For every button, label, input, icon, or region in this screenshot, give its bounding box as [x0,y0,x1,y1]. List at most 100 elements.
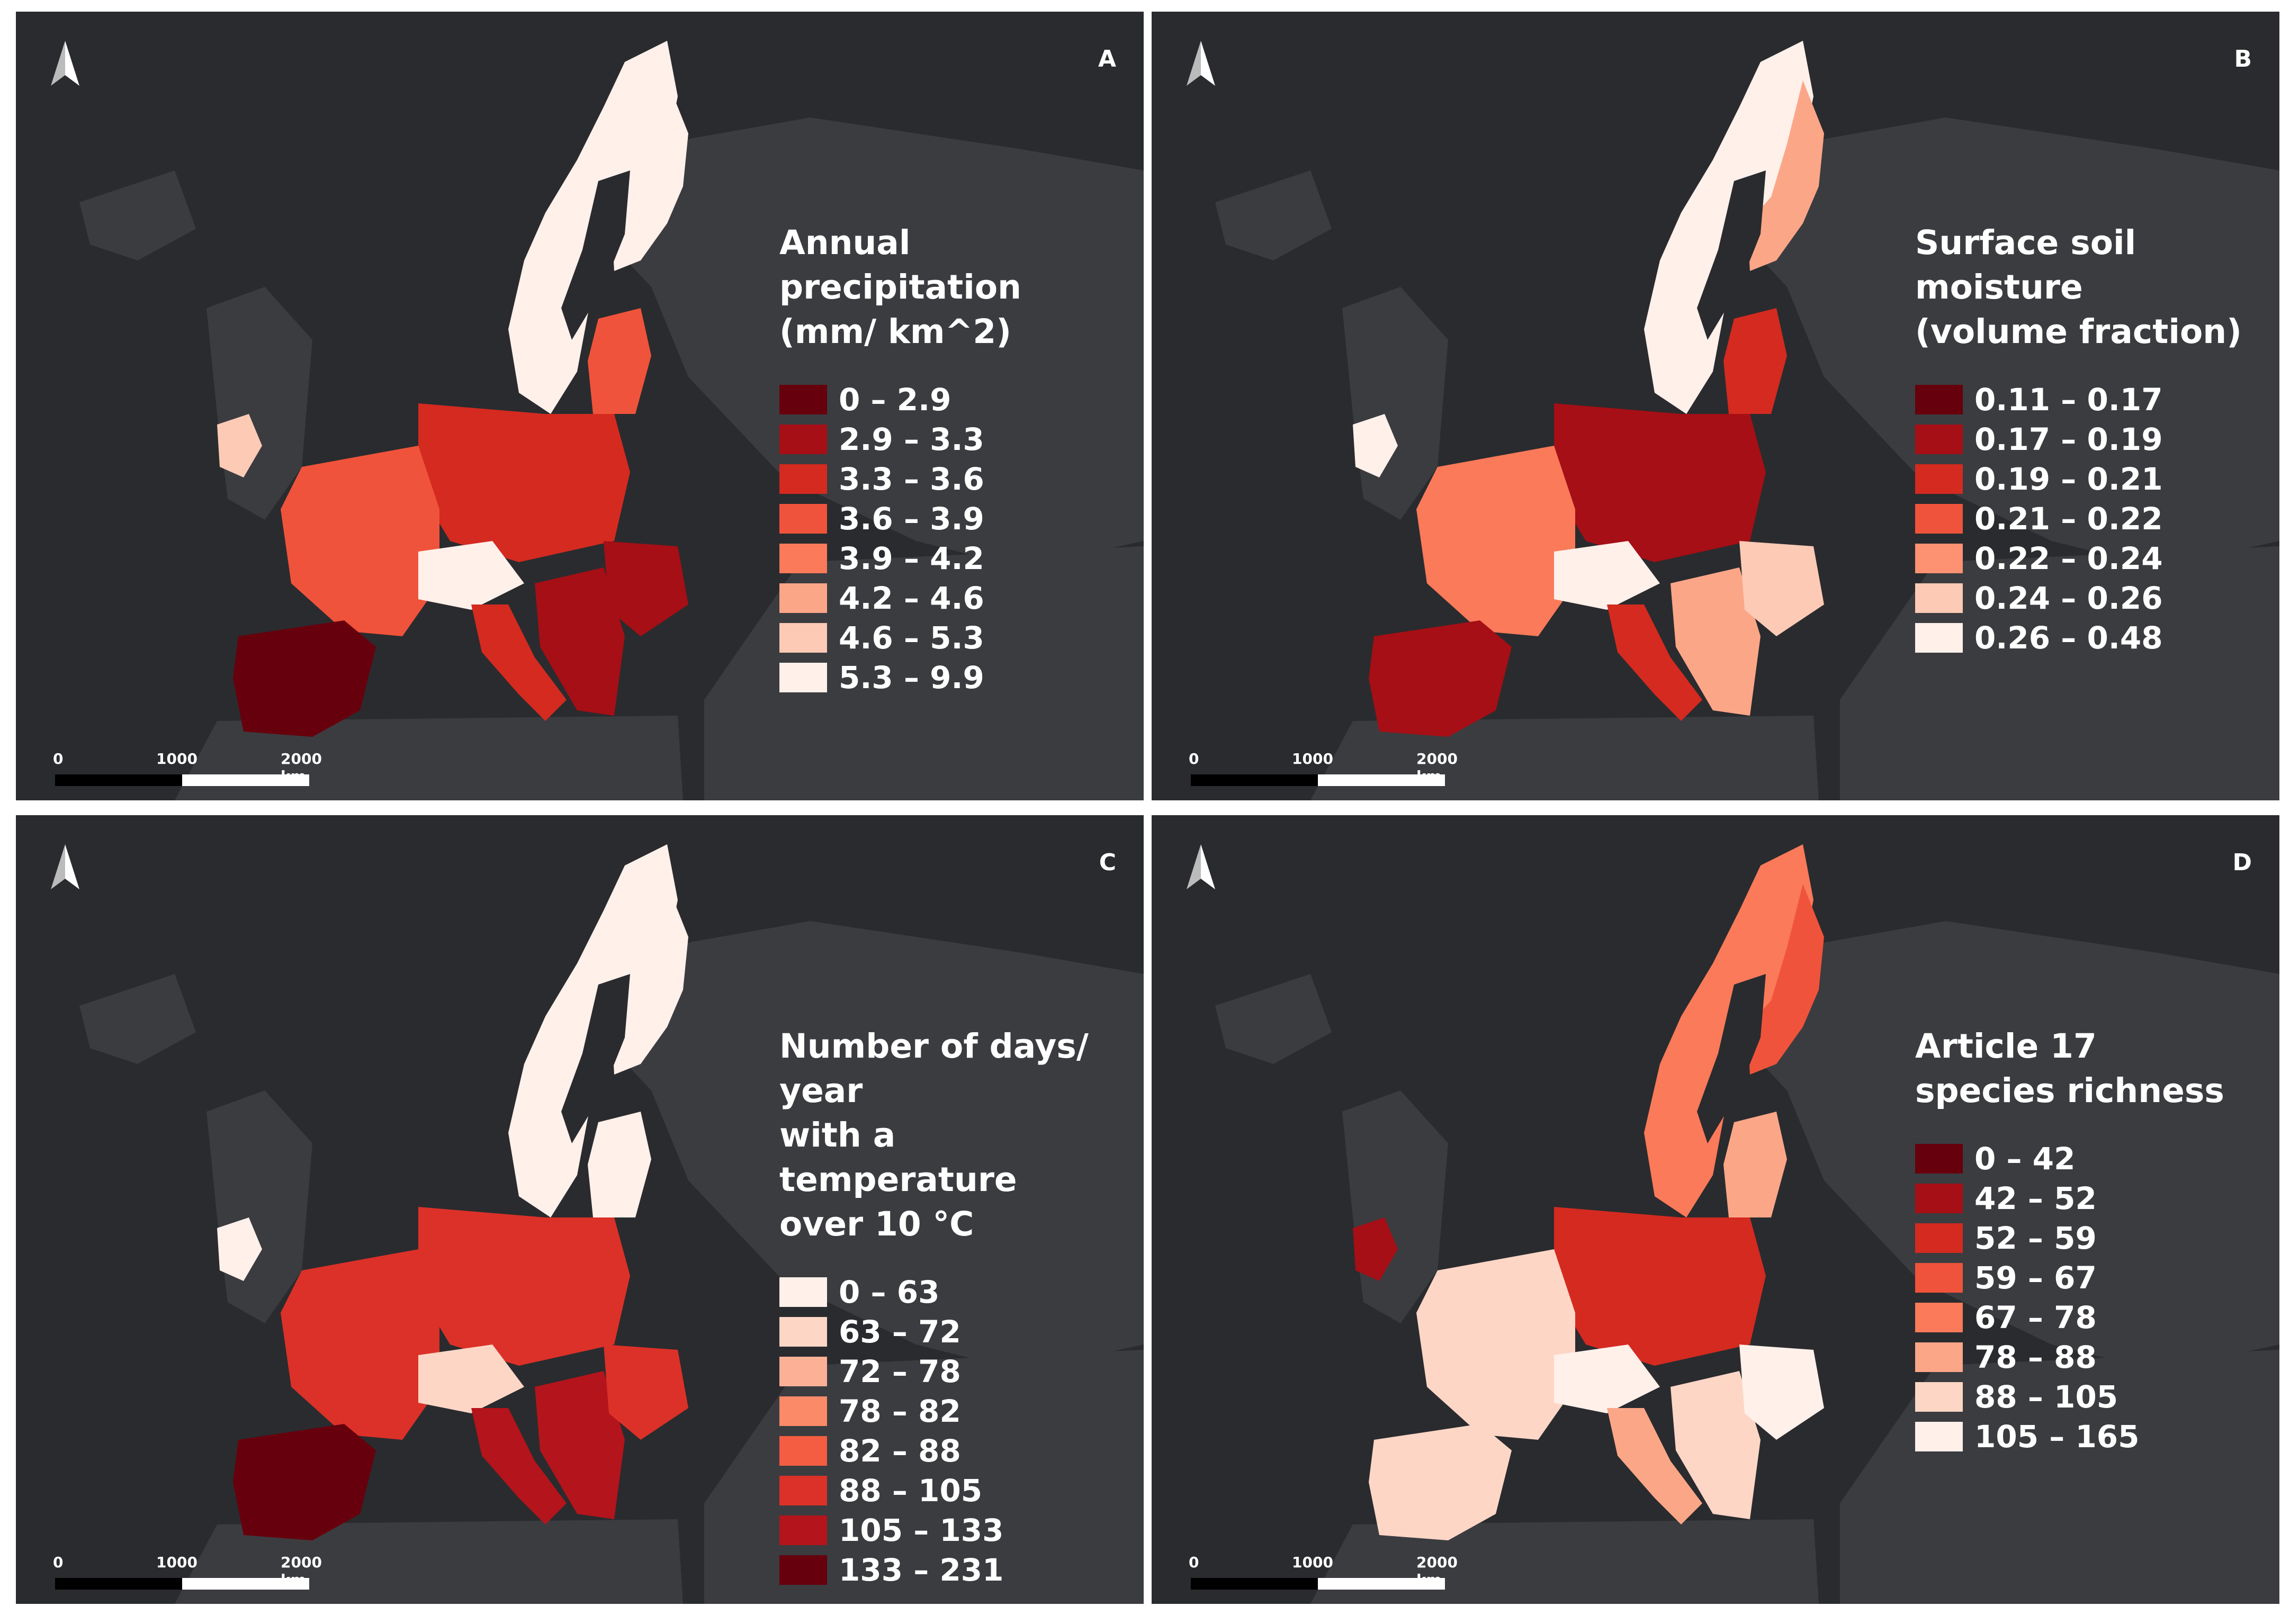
legend-item: 78 – 82 [779,1391,1144,1431]
scale-bar: 0 1000 2000 km [53,1554,328,1591]
legend-label: 78 – 82 [839,1393,961,1429]
legend-swatch [1915,1302,1963,1332]
legend-swatch [779,583,827,613]
legend: Number of days/ year with a temperature … [779,1024,1144,1590]
legend-label: 4.2 – 4.6 [839,580,984,616]
legend-swatch [779,1277,827,1307]
legend-swatch [1915,543,1963,573]
region-romania [1739,541,1824,636]
basemap-land [1215,921,2279,1604]
legend-item: 42 – 52 [1915,1178,2224,1218]
region-romania [604,1345,688,1440]
legend-item: 105 – 165 [1915,1417,2224,1456]
legend-item: 78 – 88 [1915,1337,2224,1377]
region-poland-germany [1554,403,1766,562]
region-france [1416,446,1575,636]
legend-item: 4.2 – 4.6 [779,578,1144,618]
region-romania [1739,1345,1824,1440]
legend-item: 0.24 – 0.26 [1915,578,2279,618]
region-baltics [1723,308,1787,414]
legend-item: 3.3 – 3.6 [779,459,1144,499]
region-iberia [233,620,376,737]
legend-label: 52 – 59 [1974,1220,2097,1256]
legend-label: 82 – 88 [839,1432,961,1469]
legend-item: 88 – 105 [1915,1377,2224,1417]
baltic-sea [1697,974,1766,1143]
legend-swatch [1915,583,1963,613]
legend-label: 105 – 165 [1974,1418,2140,1455]
legend-swatch [779,1436,827,1466]
baltic-sea [561,170,630,340]
region-italy [471,605,567,721]
region-italy [1607,605,1702,721]
legend-swatch [1915,1382,1963,1412]
legend-item: 3.9 – 4.2 [779,538,1144,578]
legend-swatch [779,543,827,573]
panel-letter: D [2232,849,2252,876]
legend-swatch [779,1396,827,1426]
legend-item: 59 – 67 [1915,1258,2224,1297]
legend-swatch [1915,464,1963,494]
region-balkans [535,1371,625,1519]
region-poland-germany [418,403,630,562]
legend-swatch [1915,1421,1963,1451]
legend-label: 3.9 – 4.2 [839,540,984,576]
north-arrow-icon [1187,844,1215,889]
region-poland-germany [418,1207,630,1366]
legend-label: 78 – 88 [1974,1339,2097,1375]
legend-item: 0.19 – 0.21 [1915,459,2279,499]
legend-items: 0 – 63 63 – 72 72 – 78 78 – 82 82 – 88 88 – 1… [779,1272,1144,1590]
legend-label: 5.3 – 9.9 [839,659,984,696]
baltic-sea [1697,170,1766,340]
region-alps [418,1345,524,1413]
scale-bar-white [182,774,309,786]
scale-bar-black [55,1578,182,1590]
legend-item: 82 – 88 [779,1431,1144,1470]
legend-label: 0.26 – 0.48 [1974,619,2163,656]
panel-letter: A [1098,46,1116,73]
legend-items: 0 – 42 42 – 52 52 – 59 59 – 67 67 – 78 78 – 8… [1915,1139,2224,1456]
legend-item: 0.17 – 0.19 [1915,419,2279,459]
legend-swatch [779,1475,827,1505]
legend: Surface soil moisture (volume fraction) … [1915,221,2279,657]
legend-item: 0.21 – 0.22 [1915,499,2279,538]
region-baltics [1723,1112,1787,1217]
legend-swatch [779,1316,827,1347]
legend-label: 0.21 – 0.22 [1974,500,2163,537]
region-finland [612,80,688,271]
legend-swatch [779,384,827,414]
region-ireland [217,1217,262,1281]
scale-bar: 0 1000 2000 km [53,750,328,787]
legend-label: 67 – 78 [1974,1299,2097,1336]
region-italy [1607,1408,1702,1524]
region-baltics [588,1112,651,1217]
legend-title: Number of days/ year with a temperature … [779,1027,1089,1243]
region-baltics [588,308,651,414]
legend-swatch [779,503,827,534]
legend-swatch [779,464,827,494]
region-finland [1747,884,1824,1075]
legend-item: 0.11 – 0.17 [1915,380,2279,419]
legend-swatch [779,1356,827,1386]
legend-swatch [1915,1223,1963,1253]
legend: Annual precipitation (mm/ km^2) 0 – 2.9 2… [779,221,1144,697]
map-panel-c: C Number of days/ year with a temperatur… [16,815,1144,1604]
legend-label: 0 – 42 [1974,1140,2076,1177]
legend-item: 3.6 – 3.9 [779,499,1144,538]
legend-label: 63 – 72 [839,1313,961,1350]
legend-label: 0.17 – 0.19 [1974,421,2163,457]
legend-swatch [1915,503,1963,534]
legend-swatch [1915,1143,1963,1174]
region-italy [471,1408,567,1524]
scale-bar: 0 1000 2000 km [1189,1554,1464,1591]
region-france [281,446,439,636]
legend-swatch [779,1555,827,1585]
map-panel-a: A Annual precipitation (mm/ km^2) 0 – 2.… [16,12,1144,800]
legend-label: 42 – 52 [1974,1180,2097,1216]
legend-label: 0 – 2.9 [839,381,951,418]
legend: Article 17 species richness 0 – 42 42 – 5… [1915,1024,2224,1456]
region-ireland [1353,414,1398,477]
legend-item: 133 – 231 [779,1550,1144,1590]
legend-swatch [779,424,827,454]
region-alps [418,541,524,610]
